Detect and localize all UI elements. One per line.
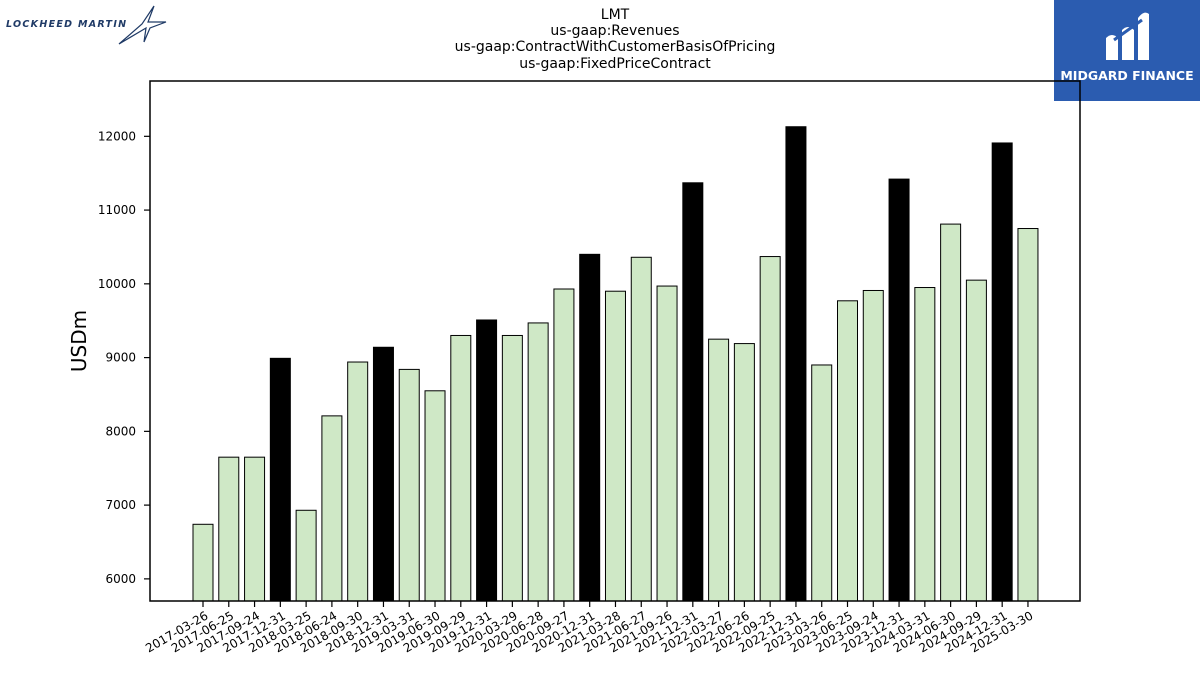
y-tick-label: 9000 <box>105 351 136 365</box>
bar-2018-09-30 <box>347 361 369 602</box>
axes-layer: 60007000800090001000011000120002017-03-2… <box>98 80 1081 655</box>
y-tick-label: 11000 <box>98 203 136 217</box>
bar-2019-03-31 <box>398 368 420 602</box>
bar-2022-12-31 <box>785 126 807 602</box>
bar-2018-12-31 <box>372 346 394 602</box>
bar-2024-12-31 <box>991 142 1013 602</box>
y-tick-label: 12000 <box>98 129 136 143</box>
bar-2020-09-27 <box>553 288 575 602</box>
bar-2017-12-31 <box>269 357 291 602</box>
bar-2019-09-29 <box>450 334 472 602</box>
bar-2021-03-28 <box>604 290 626 602</box>
bar-2021-12-31 <box>682 182 704 602</box>
lockheed-martin-logo-text: LOCKHEED MARTIN <box>6 19 128 30</box>
chart-title-line-3: us-gaap:ContractWithCustomerBasisOfPrici… <box>454 39 776 55</box>
chart-title-line-4: us-gaap:FixedPriceContract <box>519 56 711 72</box>
midgard-finance-logo: MIDGARD FINANCE <box>1054 0 1200 101</box>
lockheed-star-icon <box>118 5 167 45</box>
bar-2022-03-27 <box>708 338 730 602</box>
bars-layer <box>192 126 1039 602</box>
y-tick-label: 8000 <box>105 424 136 438</box>
bar-2018-03-25 <box>295 509 317 602</box>
bar-2023-06-25 <box>837 300 858 602</box>
bar-2018-06-24 <box>321 415 343 602</box>
y-tick-label: 10000 <box>98 277 136 291</box>
bar-2019-06-30 <box>424 390 446 602</box>
bar-2020-03-29 <box>501 334 523 602</box>
bar-2022-09-25 <box>759 256 781 602</box>
bar-2022-06-26 <box>733 343 755 602</box>
y-tick-label: 7000 <box>105 498 136 512</box>
chart-title-line-2: us-gaap:Revenues <box>550 23 680 39</box>
y-tick-label: 6000 <box>105 572 136 586</box>
bar-2017-03-26 <box>192 523 214 602</box>
lockheed-martin-logo: LOCKHEED MARTIN <box>4 4 174 46</box>
midgard-m-icon <box>1106 12 1149 61</box>
bar-2023-03-26 <box>811 364 833 602</box>
bar-2020-06-28 <box>527 322 549 602</box>
bar-2020-12-31 <box>579 253 601 602</box>
bar-2025-03-30 <box>1017 228 1039 602</box>
bar-2021-06-27 <box>630 256 652 602</box>
bar-2024-06-30 <box>940 223 962 602</box>
midgard-finance-logo-text: MIDGARD FINANCE <box>1060 68 1194 83</box>
y-axis-label: USDm <box>67 310 91 372</box>
bar-2023-12-31 <box>888 178 910 602</box>
bar-2024-09-29 <box>965 279 987 602</box>
bar-2024-03-31 <box>914 287 936 602</box>
bar-2017-09-24 <box>244 456 266 602</box>
bar-2021-09-26 <box>656 285 678 602</box>
bar-2017-06-25 <box>218 456 240 602</box>
bar-2019-12-31 <box>476 319 498 602</box>
bar-2023-09-24 <box>862 289 884 602</box>
chart-title-line-1: LMT <box>600 7 630 23</box>
